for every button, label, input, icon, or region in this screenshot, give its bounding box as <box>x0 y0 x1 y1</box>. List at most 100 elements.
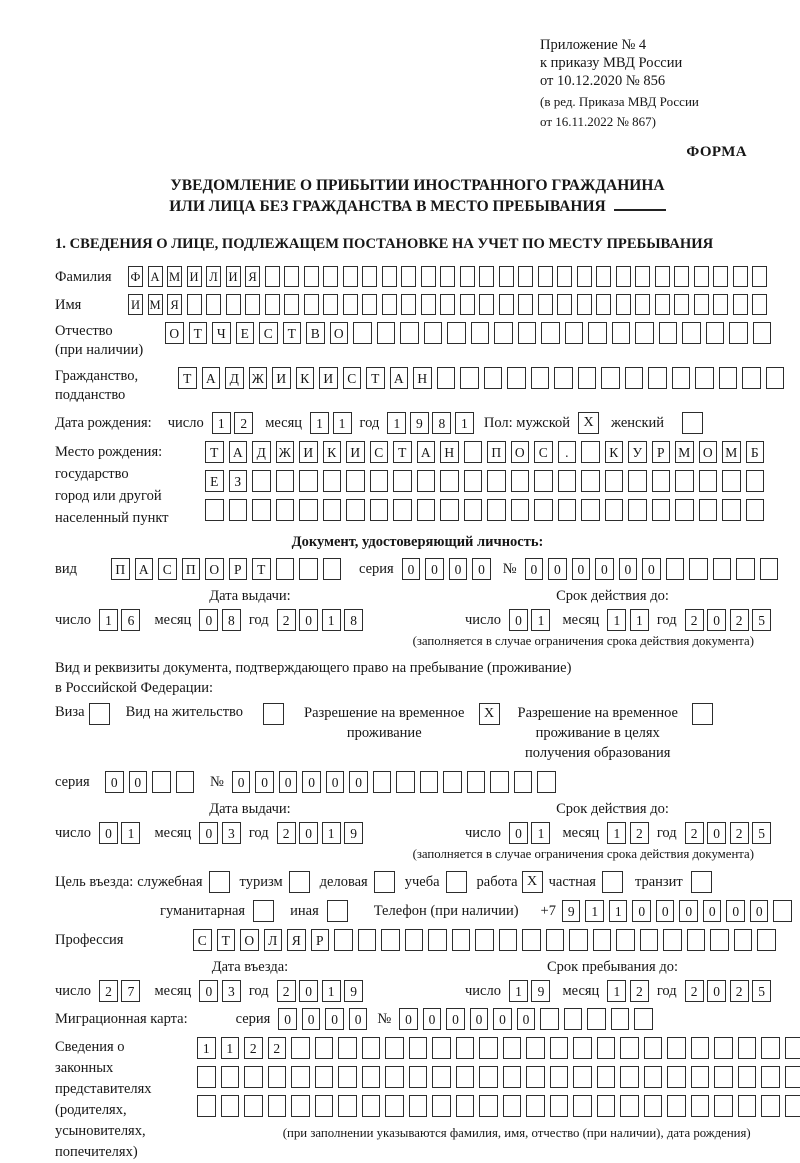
char-box <box>596 1095 615 1118</box>
char-box <box>479 1066 498 1089</box>
char-box <box>299 558 318 581</box>
char-box <box>784 1095 800 1118</box>
representatives-note: (при заполнении указываются фамилия, имя… <box>282 1126 751 1141</box>
char-box <box>186 294 202 316</box>
char-box: 1 <box>585 900 604 923</box>
char-box: С <box>369 441 388 464</box>
char-box: 0 <box>595 558 614 581</box>
char-box: 0 <box>348 1008 368 1031</box>
char-box <box>643 1066 662 1089</box>
char-box <box>643 1095 662 1118</box>
char-box: 0 <box>399 1008 418 1031</box>
char-box <box>244 1066 263 1089</box>
char-box <box>517 322 536 345</box>
birth-date-label: Дата рождения: <box>55 415 152 432</box>
char-box <box>460 367 479 390</box>
char-box <box>443 771 462 794</box>
char-box: 0 <box>548 558 567 581</box>
char-box: Р <box>651 441 670 464</box>
char-box <box>342 266 358 288</box>
char-box <box>479 266 494 288</box>
char-box: 0 <box>516 1008 536 1031</box>
char-box <box>635 294 650 316</box>
char-box <box>463 470 482 493</box>
char-box <box>408 1037 427 1060</box>
char-box <box>682 322 701 345</box>
char-box: 7 <box>121 980 141 1003</box>
char-box: С <box>259 322 278 345</box>
char-box: 2 <box>684 822 704 845</box>
char-box: 0 <box>255 771 274 794</box>
char-box <box>440 499 459 522</box>
char-box: 2 <box>729 980 749 1003</box>
char-box: Т <box>282 322 301 345</box>
char-box <box>675 499 694 522</box>
sex-female-label: женский <box>611 415 665 432</box>
char-box: 1 <box>321 980 341 1003</box>
char-box: X <box>478 703 500 726</box>
char-box <box>663 929 682 952</box>
char-box <box>510 470 529 493</box>
char-box <box>466 771 486 794</box>
char-box: 0 <box>199 980 219 1003</box>
char-box: 0 <box>749 900 769 923</box>
char-box <box>244 1095 263 1118</box>
char-box: 1 <box>531 822 551 845</box>
appendix-line: от 10.12.2020 № 856 <box>540 73 666 89</box>
char-box <box>689 558 708 581</box>
char-box <box>588 322 607 345</box>
char-box: И <box>225 266 241 288</box>
char-box: 1 <box>454 412 474 435</box>
char-box: 2 <box>729 822 749 845</box>
char-box: 2 <box>98 980 118 1003</box>
form-title-line2: ИЛИ ЛИЦА БЕЗ ГРАЖДАНСТВА В МЕСТО ПРЕБЫВА… <box>55 196 780 217</box>
char-box <box>549 1095 568 1118</box>
char-box: 1 <box>607 609 627 632</box>
char-box <box>400 322 419 345</box>
char-box <box>752 322 771 345</box>
char-box <box>303 294 319 316</box>
char-box: 0 <box>726 900 745 923</box>
purpose-official-checkbox <box>208 871 230 894</box>
char-box <box>455 1095 474 1118</box>
surname-label: Фамилия <box>55 268 112 285</box>
char-box <box>252 470 271 493</box>
char-box: 0 <box>448 558 468 581</box>
char-box: О <box>698 441 717 464</box>
appendix-header: Приложение № 4 к приказу МВД России от 1… <box>540 36 780 130</box>
char-box: Т <box>188 322 207 345</box>
char-box <box>732 266 748 288</box>
char-box <box>628 470 647 493</box>
char-box <box>498 929 517 952</box>
char-box: 0 <box>632 900 651 923</box>
char-box <box>357 929 376 952</box>
char-box: Н <box>440 441 459 464</box>
char-box <box>334 929 353 952</box>
char-box: П <box>181 558 200 581</box>
stay-number-label: № <box>210 773 224 790</box>
char-box: Л <box>206 266 221 288</box>
char-box <box>385 1066 404 1089</box>
char-box: И <box>272 367 291 390</box>
char-box <box>518 294 533 316</box>
char-box <box>88 703 110 726</box>
char-box <box>576 294 592 316</box>
doc-series-label: серия <box>359 560 394 577</box>
char-box: 0 <box>655 900 675 923</box>
char-box: 2 <box>629 822 649 845</box>
char-box <box>385 1037 404 1060</box>
temp-permit-label: Разрешение на временное проживание <box>304 705 465 742</box>
appendix-line: Приложение № 4 <box>540 37 647 53</box>
char-box <box>479 1037 498 1060</box>
